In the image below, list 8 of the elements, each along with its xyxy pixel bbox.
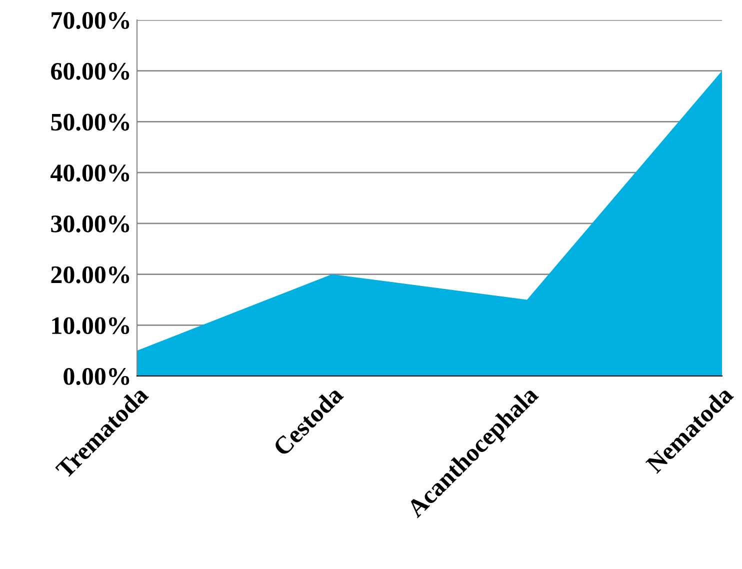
y-tick-label: 30.00% bbox=[51, 215, 130, 232]
y-tick-label: 40.00% bbox=[50, 164, 130, 182]
y-tick-label: 60.00% bbox=[51, 62, 130, 80]
y-tick-label: 0.00% bbox=[64, 368, 130, 386]
y-tick-label: 70.00% bbox=[52, 12, 130, 30]
y-tick-label: 10.00% bbox=[52, 317, 130, 334]
y-tick-label: 20.00% bbox=[51, 266, 130, 284]
y-tick-label: 50.00% bbox=[51, 114, 130, 131]
